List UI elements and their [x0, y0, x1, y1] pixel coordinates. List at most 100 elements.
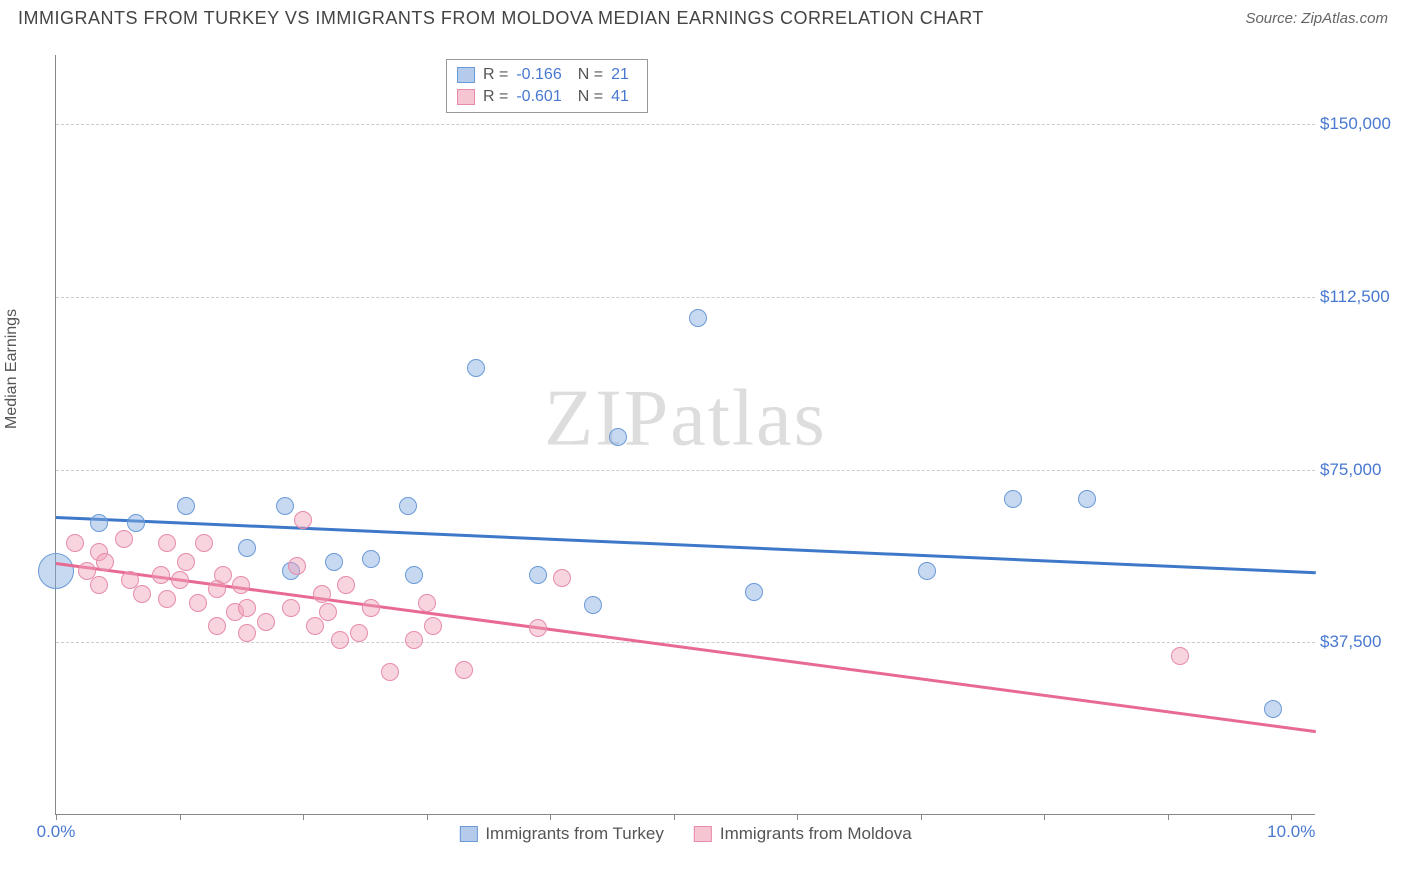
legend-swatch: [457, 67, 475, 83]
x-tick: [797, 814, 798, 820]
data-point-moldova: [424, 617, 442, 635]
data-point-moldova: [238, 624, 256, 642]
source-label: Source: ZipAtlas.com: [1245, 10, 1388, 27]
data-point-moldova: [306, 617, 324, 635]
data-point-moldova: [294, 511, 312, 529]
data-point-moldova: [529, 619, 547, 637]
legend-series-label: Immigrants from Moldova: [720, 824, 912, 844]
data-point-moldova: [337, 576, 355, 594]
x-tick: [180, 814, 181, 820]
data-point-moldova: [381, 663, 399, 681]
data-point-moldova: [1171, 647, 1189, 665]
legend-n-value: 21: [611, 66, 629, 84]
x-tick: [303, 814, 304, 820]
y-axis-label: Median Earnings: [3, 309, 21, 429]
data-point-turkey: [689, 309, 707, 327]
x-tick: [1044, 814, 1045, 820]
data-point-turkey: [127, 514, 145, 532]
data-point-turkey: [609, 428, 627, 446]
gridline-horizontal: [56, 470, 1315, 471]
legend-stats-box: R = -0.166 N = 21 R = -0.601 N = 41: [446, 59, 648, 113]
data-point-turkey: [918, 562, 936, 580]
x-tick: [56, 814, 57, 820]
legend-series-item: Immigrants from Turkey: [459, 824, 664, 844]
y-tick-label: $112,500: [1320, 287, 1400, 307]
data-point-turkey: [238, 539, 256, 557]
legend-series-item: Immigrants from Moldova: [694, 824, 912, 844]
data-point-moldova: [455, 661, 473, 679]
data-point-moldova: [319, 603, 337, 621]
chart-title: IMMIGRANTS FROM TURKEY VS IMMIGRANTS FRO…: [18, 8, 984, 29]
data-point-moldova: [257, 613, 275, 631]
legend-series-label: Immigrants from Turkey: [485, 824, 664, 844]
data-point-moldova: [418, 594, 436, 612]
x-tick: [1291, 814, 1292, 820]
x-tick: [427, 814, 428, 820]
data-point-turkey: [405, 566, 423, 584]
data-point-moldova: [553, 569, 571, 587]
gridline-horizontal: [56, 124, 1315, 125]
data-point-moldova: [115, 530, 133, 548]
data-point-turkey: [584, 596, 602, 614]
legend-series: Immigrants from Turkey Immigrants from Mo…: [459, 824, 911, 844]
data-point-moldova: [362, 599, 380, 617]
legend-r-label: R =: [483, 88, 508, 106]
legend-swatch: [459, 826, 477, 842]
legend-r-value: -0.601: [516, 88, 561, 106]
legend-stats-row: R = -0.601 N = 41: [457, 86, 637, 108]
legend-n-value: 41: [611, 88, 629, 106]
data-point-moldova: [232, 576, 250, 594]
data-point-moldova: [208, 617, 226, 635]
data-point-moldova: [158, 590, 176, 608]
y-tick-label: $75,000: [1320, 460, 1400, 480]
data-point-moldova: [405, 631, 423, 649]
gridline-horizontal: [56, 642, 1315, 643]
data-point-moldova: [189, 594, 207, 612]
chart-plot-area: ZIPatlas $37,500$75,000$112,500$150,0000…: [55, 55, 1315, 815]
data-point-turkey: [399, 497, 417, 515]
data-point-moldova: [171, 571, 189, 589]
data-point-moldova: [331, 631, 349, 649]
legend-n-label: N =: [578, 88, 603, 106]
data-point-moldova: [350, 624, 368, 642]
data-point-moldova: [158, 534, 176, 552]
legend-swatch: [694, 826, 712, 842]
legend-r-label: R =: [483, 66, 508, 84]
legend-stats-row: R = -0.166 N = 21: [457, 64, 637, 86]
x-tick: [674, 814, 675, 820]
data-point-turkey: [745, 583, 763, 601]
data-point-turkey: [276, 497, 294, 515]
y-tick-label: $37,500: [1320, 632, 1400, 652]
data-point-moldova: [214, 566, 232, 584]
data-point-turkey: [1264, 700, 1282, 718]
legend-n-label: N =: [578, 66, 603, 84]
data-point-turkey: [467, 359, 485, 377]
data-point-moldova: [288, 557, 306, 575]
y-tick-label: $150,000: [1320, 114, 1400, 134]
x-tick: [921, 814, 922, 820]
data-point-moldova: [238, 599, 256, 617]
data-point-moldova: [66, 534, 84, 552]
data-point-turkey: [1004, 490, 1022, 508]
legend-r-value: -0.166: [516, 66, 561, 84]
data-point-turkey: [38, 553, 74, 589]
data-point-moldova: [195, 534, 213, 552]
watermark: ZIPatlas: [544, 374, 827, 465]
data-point-turkey: [325, 553, 343, 571]
data-point-turkey: [90, 514, 108, 532]
data-point-moldova: [282, 599, 300, 617]
x-tick: [1168, 814, 1169, 820]
data-point-moldova: [90, 576, 108, 594]
data-point-moldova: [133, 585, 151, 603]
gridline-horizontal: [56, 297, 1315, 298]
data-point-moldova: [313, 585, 331, 603]
x-tick: [550, 814, 551, 820]
data-point-turkey: [177, 497, 195, 515]
data-point-turkey: [529, 566, 547, 584]
data-point-turkey: [362, 550, 380, 568]
data-point-turkey: [1078, 490, 1096, 508]
data-point-moldova: [152, 566, 170, 584]
x-tick-label: 0.0%: [37, 822, 76, 842]
legend-swatch: [457, 89, 475, 105]
data-point-moldova: [177, 553, 195, 571]
